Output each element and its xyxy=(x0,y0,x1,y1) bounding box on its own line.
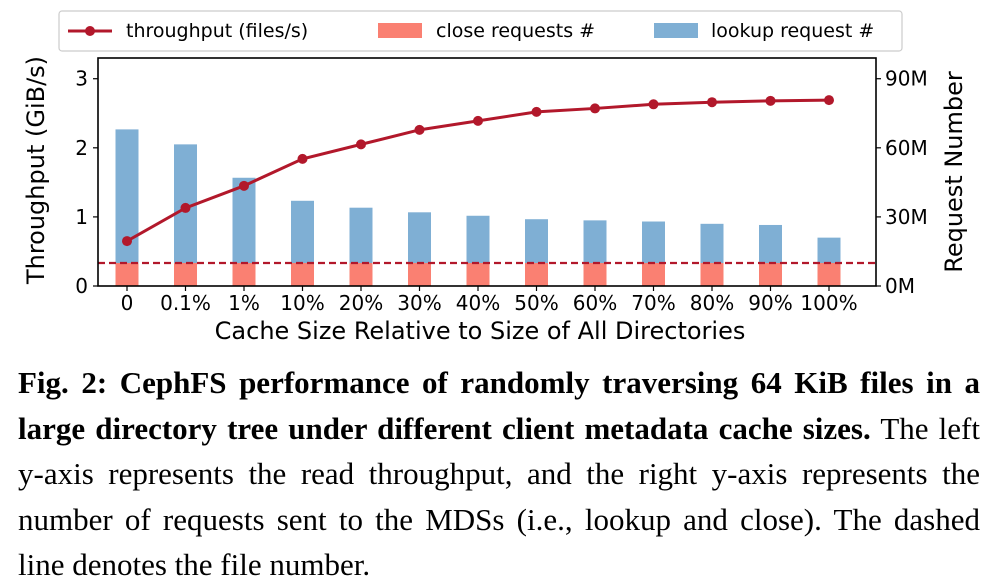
close-bar xyxy=(642,262,665,286)
throughput-point xyxy=(122,236,132,247)
y-ticks-left: 0 1 2 3 xyxy=(75,67,98,298)
x-tick-label: 90% xyxy=(748,291,792,315)
close-bar xyxy=(700,262,724,286)
x-tick-label: 60% xyxy=(573,291,617,315)
legend-lookup-swatch xyxy=(654,23,698,38)
legend-throughput-label: throughput (files/s) xyxy=(126,20,308,42)
lookup-bar xyxy=(115,129,139,286)
throughput-point xyxy=(239,180,249,191)
x-tick-label: 50% xyxy=(514,291,558,315)
y-left-tick-label: 0 xyxy=(75,274,88,298)
throughput-line-layer xyxy=(122,95,834,247)
legend-frame xyxy=(58,10,903,52)
throughput-point xyxy=(765,95,776,106)
throughput-point xyxy=(590,103,600,114)
throughput-point xyxy=(297,153,308,164)
close-bar xyxy=(466,262,490,286)
close-bar xyxy=(291,262,314,286)
throughput-point xyxy=(180,202,191,213)
x-ticks: 0 0.1% 1% 10% 20% 30% 40% 50% 60% 70% 80% 90% 100% xyxy=(121,286,858,315)
y-left-tick-label: 3 xyxy=(75,67,88,91)
legend-close-label: close requests # xyxy=(436,20,595,42)
close-bar xyxy=(115,262,139,286)
y-ticks-right: 0M 30M 60M 90M xyxy=(876,67,928,298)
y-left-tick-label: 1 xyxy=(75,205,88,229)
throughput-point xyxy=(824,95,834,106)
x-tick-label: 40% xyxy=(456,291,500,315)
x-tick-label: 70% xyxy=(631,291,675,315)
close-bar xyxy=(759,262,782,286)
throughput-point xyxy=(356,139,366,150)
caption-title: Fig. 2: CephFS performance of randomly t… xyxy=(18,365,980,446)
throughput-point xyxy=(531,106,542,117)
x-tick-label: 30% xyxy=(397,291,441,315)
close-bar xyxy=(817,262,841,286)
y-right-tick-label: 60M xyxy=(885,136,928,160)
y-right-tick-label: 0M xyxy=(885,274,915,298)
x-tick-label: 20% xyxy=(339,291,383,315)
y-right-tick-label: 30M xyxy=(885,205,928,229)
close-bar xyxy=(232,262,256,286)
throughput-point xyxy=(648,99,659,110)
bars-layer xyxy=(115,129,841,286)
throughput-point xyxy=(707,97,717,108)
y-axis-left-label: Throughput (GiB/s) xyxy=(22,56,50,285)
close-bar xyxy=(525,262,548,286)
x-tick-label: 0 xyxy=(121,291,134,315)
legend-close-swatch xyxy=(378,23,422,38)
y-left-tick-label: 2 xyxy=(75,136,88,160)
x-axis-label: Cache Size Relative to Size of All Direc… xyxy=(215,317,746,345)
throughput-point xyxy=(473,115,483,126)
x-tick-label: 10% xyxy=(280,291,324,315)
legend: throughput (files/s) close requests # lo… xyxy=(58,10,903,52)
close-bar xyxy=(174,262,197,286)
x-tick-label: 1% xyxy=(228,291,260,315)
x-tick-label: 0.1% xyxy=(160,291,211,315)
close-bar xyxy=(408,262,431,286)
caption-body: The left y-axis represents the read thro… xyxy=(18,410,980,583)
throughput-point xyxy=(414,124,425,135)
lookup-bar xyxy=(174,144,197,286)
legend-lookup-label: lookup request # xyxy=(711,20,874,42)
chart: 0 0.1% 1% 10% 20% 30% 40% 50% 60% 70% 80% 90% 100% 0… xyxy=(22,10,968,345)
close-bar xyxy=(583,262,607,286)
y-axis-right-label: Request Number xyxy=(940,71,968,273)
plot-frame xyxy=(97,57,877,287)
close-bar xyxy=(349,262,373,286)
y-right-tick-label: 90M xyxy=(885,67,928,91)
figure-caption: Fig. 2: CephFS performance of randomly t… xyxy=(18,360,980,588)
lookup-bar xyxy=(232,177,256,286)
x-tick-label: 100% xyxy=(800,291,857,315)
x-tick-label: 80% xyxy=(690,291,734,315)
legend-throughput-marker xyxy=(85,26,95,36)
